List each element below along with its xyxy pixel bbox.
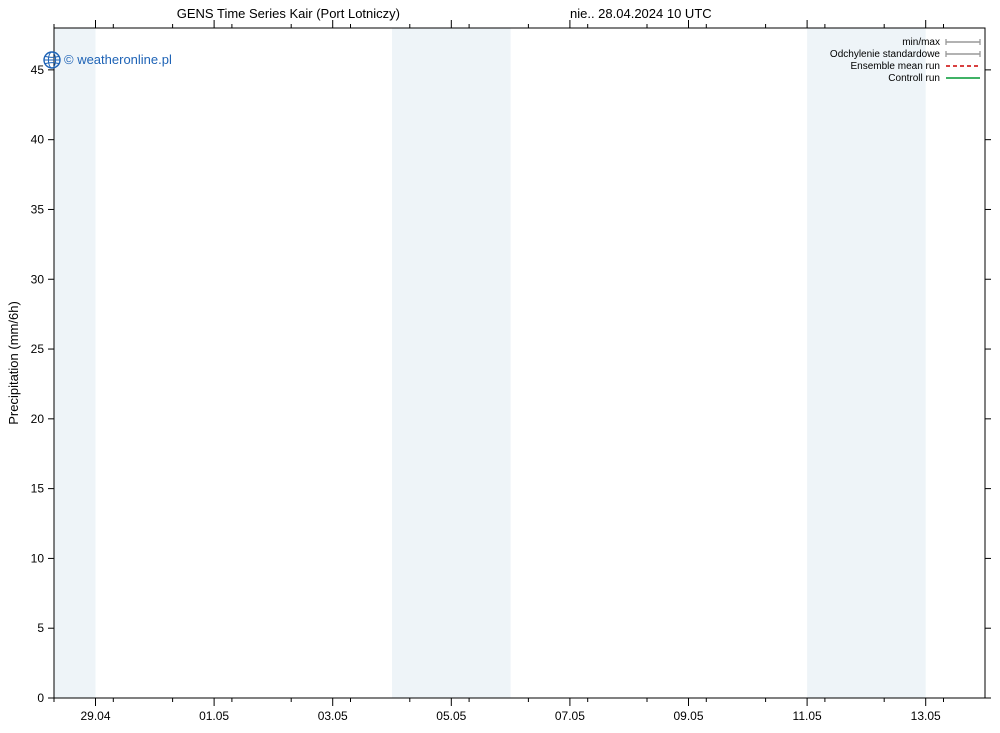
shaded-band xyxy=(392,28,511,698)
x-tick-label: 11.05 xyxy=(793,709,822,723)
legend-item-label: Ensemble mean run xyxy=(851,61,941,72)
x-tick-label: 01.05 xyxy=(199,709,229,723)
precipitation-chart: 0 5 10 15 20 25 30 35 40 45 29.04 01.05 03.05 05.05 07… xyxy=(0,0,1000,733)
y-tick-label: 15 xyxy=(31,482,45,496)
y-tick-label: 35 xyxy=(31,202,45,216)
shaded-band xyxy=(807,28,926,698)
y-axis-label: Precipitation (mm/6h) xyxy=(6,301,21,425)
y-tick-label: 5 xyxy=(37,621,44,635)
shaded-band xyxy=(54,28,96,698)
y-tick-label: 20 xyxy=(31,412,45,426)
legend-item-label: Controll run xyxy=(888,73,940,84)
y-tick-label: 0 xyxy=(37,691,44,705)
watermark-text: © weatheronline.pl xyxy=(64,52,172,67)
x-tick-label: 13.05 xyxy=(911,709,941,723)
legend-item-label: Odchylenie standardowe xyxy=(830,49,941,60)
y-tick-label: 30 xyxy=(31,272,45,286)
y-tick-label: 45 xyxy=(31,63,45,77)
y-tick-label: 10 xyxy=(31,551,45,565)
x-tick-label: 29.04 xyxy=(80,709,110,723)
chart-svg: 0 5 10 15 20 25 30 35 40 45 29.04 01.05 03.05 05.05 07… xyxy=(0,0,1000,733)
x-tick-label: 07.05 xyxy=(555,709,585,723)
y-tick-label: 40 xyxy=(31,133,45,147)
chart-title-right: nie.. 28.04.2024 10 UTC xyxy=(570,6,712,21)
x-tick-label: 09.05 xyxy=(673,709,703,723)
legend-item-label: min/max xyxy=(902,37,940,48)
watermark: © weatheronline.pl xyxy=(44,52,172,68)
y-tick-label: 25 xyxy=(31,342,45,356)
chart-title-left: GENS Time Series Kair (Port Lotniczy) xyxy=(177,6,400,21)
x-tick-label: 05.05 xyxy=(436,709,466,723)
x-tick-label: 03.05 xyxy=(318,709,348,723)
